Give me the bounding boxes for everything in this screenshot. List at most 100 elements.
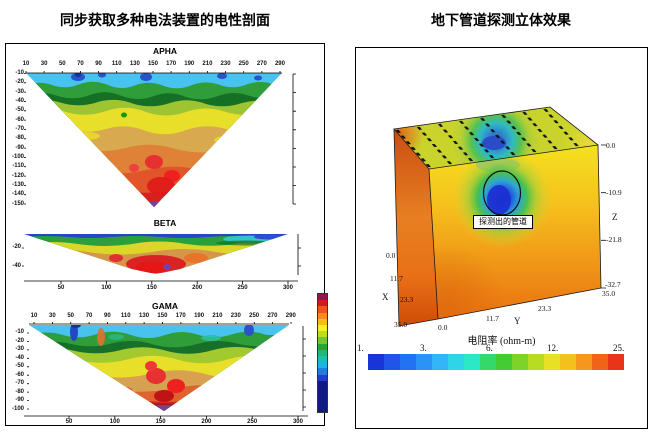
x-axis-tick: 11.7 [390,274,403,283]
colorbar-segment [318,306,327,313]
cube-3d-plot [393,106,606,327]
tick-label: -80 [15,388,24,395]
tick-label: 30 [49,313,56,319]
tick-label: -30 [15,88,24,95]
colorbar-segment [318,312,327,319]
tick-label: -90 [15,144,24,151]
colorbar-segment [318,337,327,344]
y-axis-tick: 11.7 [486,314,499,323]
colorbar-segment [368,354,384,370]
tick-label: 50 [57,285,65,291]
left-panel: APHA 10 30 50 70 90 110 130 150 170 190 210 230 250 2… [5,43,328,426]
tick-label: 290 [274,61,285,67]
colorbar-tick: 3. [420,343,427,353]
apha-axes [24,71,296,205]
colorbar-segment [496,354,512,370]
tick-label: -20 [15,79,24,86]
left-panel-title: 同步获取多种电法装置的电性剖面 [60,12,270,28]
tick-label: -80 [15,135,24,142]
colorbar-segment [480,354,496,370]
apha-x-axis: 10 30 50 70 90 110 130 150 170 190 210 230 250 270 290 [18,60,288,68]
colorbar-segment [318,362,327,369]
tick-label: 110 [120,313,131,319]
colorbar-segment [318,325,327,332]
y-axis-tick: 23.3 [538,304,552,313]
tick-label: 250 [249,313,260,319]
tick-label: 150 [147,61,158,67]
tick-label: 250 [247,419,258,425]
tick-label: -130 [11,182,24,189]
tick-label: -50 [15,107,24,114]
beta-title: BETA [153,218,177,228]
tick-label: -100 [11,154,24,161]
tick-label: 290 [285,313,296,319]
gama-x-axis-top: 10 30 50 70 90 110 130 150 170 190 210 230 250 270 290 [26,312,299,320]
colorbar-segment [384,354,400,370]
electrode-grid-dots [394,107,598,169]
z-axis-ticks [601,144,606,289]
right-panel: 探测出的管道 0.0 -10.9 -21.8 -32.7 Z 0.0 11.7 … [355,47,648,429]
tick-label: 130 [129,61,140,67]
tick-label: -40 [15,98,24,105]
tick-label: 270 [267,313,278,319]
right-panel-title: 地下管道探测立体效果 [431,12,571,28]
colorbar-segment [318,380,327,412]
colorbar-segment [318,368,327,375]
colorbar-segment [608,354,624,370]
tick-label: -60 [15,371,24,378]
beta-pseudosection [24,234,288,274]
colorbar-tick: 25. [613,343,625,353]
colorbar-tick: 12. [547,343,559,353]
colorbar-segment [318,318,327,326]
tick-label: -140 [11,191,24,198]
tick-label: 90 [95,61,102,67]
tick-label: 300 [292,419,303,425]
colorbar-segment [318,300,327,307]
tick-label: -70 [15,126,24,133]
tick-label: 130 [139,313,150,319]
pseudosection-plots [22,71,308,419]
colorbar-segment [512,354,528,370]
tick-label: 170 [166,61,177,67]
colorbar-segment [544,354,560,370]
tick-label: -70 [15,380,24,387]
tick-label: 110 [111,61,122,67]
tick-label: -10 [15,70,24,76]
apha-title: APHA [152,46,178,56]
tick-label: -10 [15,329,24,335]
gama-y-axis: -10 -20 -30 -40 -50 -60 -70 -80 -90 -100 [8,329,24,413]
z-axis-tick: -10.9 [606,188,622,197]
y-axis-tick: 35.0 [602,289,616,298]
tick-label: 150 [146,285,157,291]
tick-label: -30 [15,346,24,353]
tick-label: 230 [230,313,241,319]
tick-label: 10 [22,61,30,67]
z-axis-tick: -21.8 [606,235,622,244]
colorbar-segment [318,294,327,301]
tick-label: -110 [12,163,24,170]
tick-label: 210 [202,61,213,67]
z-axis-tick: 0.0 [606,141,616,150]
colorbar-title: 电阻率 (ohm-m) [467,336,536,347]
apha-pseudosection [26,73,282,207]
colorbar-segment [416,354,432,370]
tick-label: -20 [15,337,24,344]
colorbar-tick: 6. [486,343,493,353]
x-axis-label: X [382,292,389,302]
z-axis-label: Z [612,212,618,222]
gama-axes [24,322,308,419]
tick-label: 70 [77,61,84,67]
gama-title: GAMA [152,301,178,311]
colorbar-segment [448,354,464,370]
colorbar-segment [560,354,576,370]
colorbar-segment [528,354,544,370]
colorbar-segment [464,354,480,370]
tick-label: -60 [15,116,24,123]
tick-label: -50 [15,363,24,370]
tick-label: 190 [184,61,195,67]
tick-label: 200 [192,285,203,291]
tick-label: 300 [282,285,293,291]
colorbar-segment [318,331,327,338]
cube-edges [393,106,606,327]
